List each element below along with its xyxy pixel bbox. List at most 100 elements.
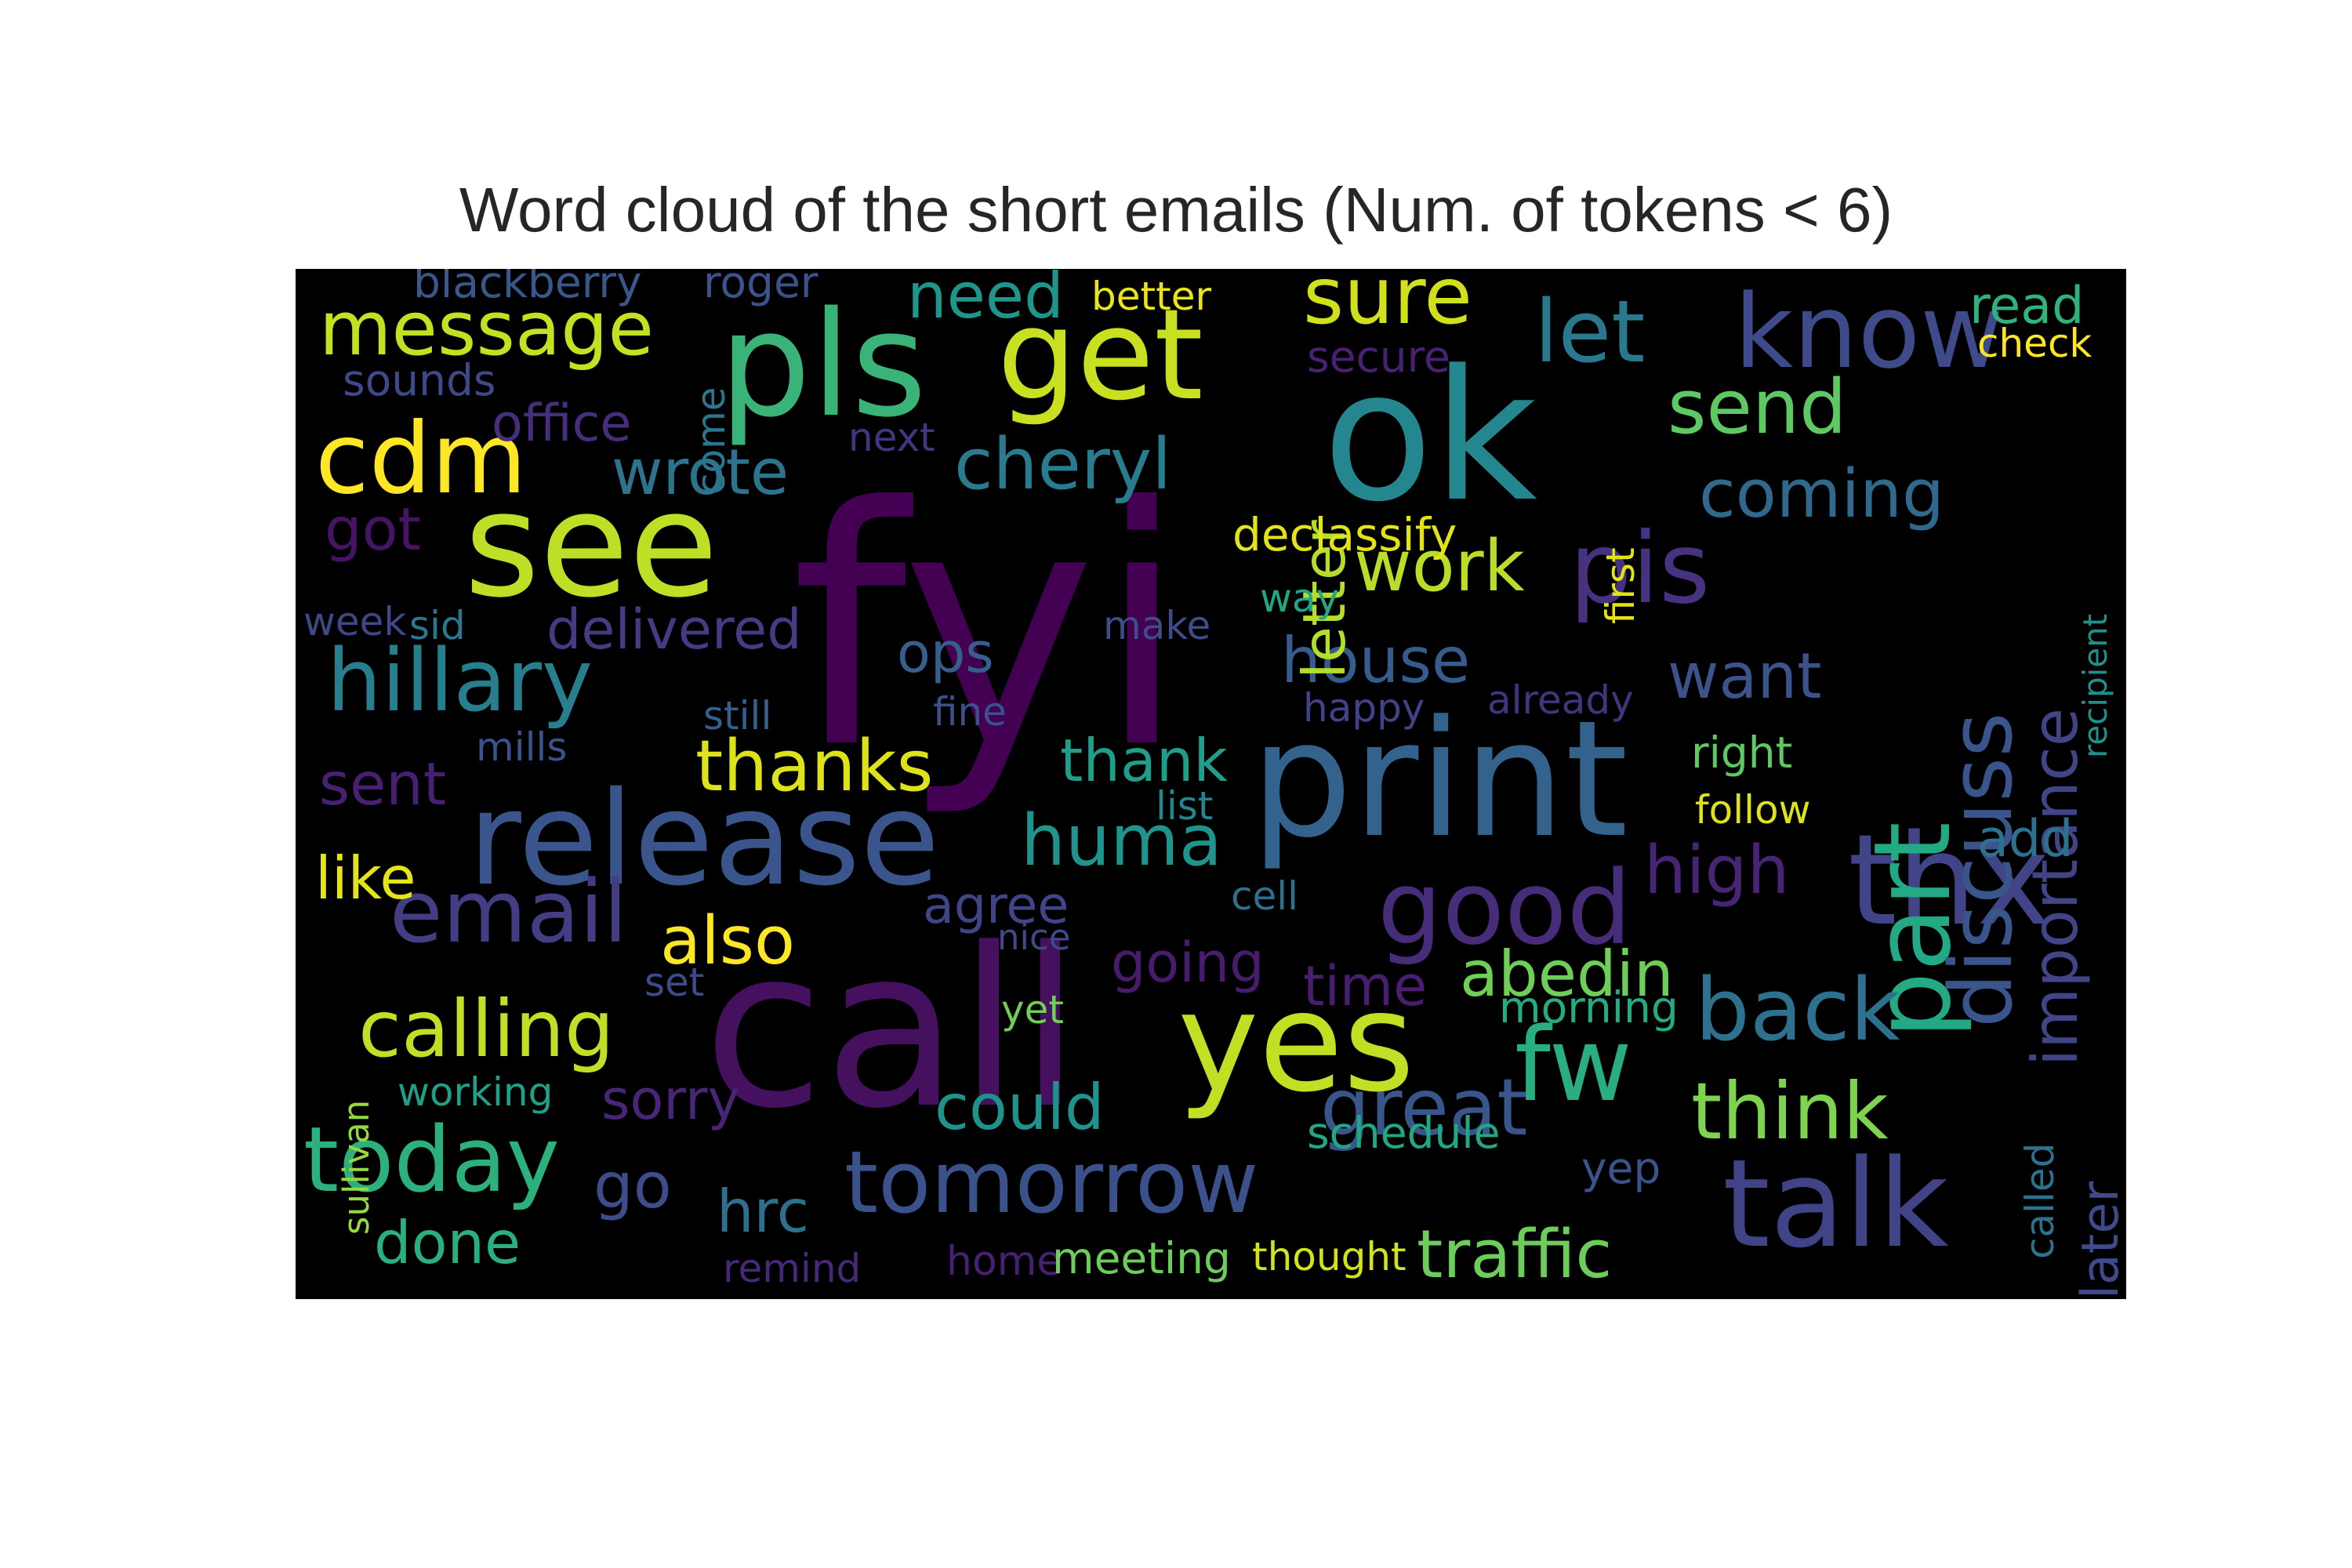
word-fine: fine — [933, 689, 1007, 735]
word-blackberry: blackberry — [413, 269, 642, 307]
word-think: think — [1691, 1065, 1889, 1157]
word-ops: ops — [897, 621, 994, 685]
word-work: work — [1354, 525, 1525, 608]
word-office: office — [492, 394, 632, 453]
word-calling: calling — [358, 983, 615, 1075]
word-importance: importance — [2019, 707, 2092, 1066]
word-also: also — [660, 902, 795, 980]
word-roger: roger — [703, 269, 818, 307]
word-yep: yep — [1581, 1143, 1661, 1193]
word-pls: pls — [719, 280, 927, 449]
word-remind: remind — [723, 1246, 862, 1291]
word-better: better — [1091, 274, 1212, 319]
word-working: working — [397, 1069, 554, 1115]
word-schedule: schedule — [1307, 1108, 1501, 1158]
word-delivered: delivered — [546, 597, 802, 662]
word-print: print — [1250, 687, 1628, 873]
word-coming: coming — [1699, 456, 1944, 533]
word-today: today — [303, 1108, 560, 1213]
word-secure: secure — [1307, 332, 1450, 382]
word-wrote: wrote — [612, 436, 789, 509]
word-know: know — [1734, 272, 2004, 391]
word-yet: yet — [1001, 987, 1064, 1033]
word-thanks: thanks — [695, 725, 934, 808]
word-set: set — [644, 960, 705, 1005]
word-cheryl: cheryl — [954, 423, 1172, 506]
word-add: add — [1977, 810, 2074, 869]
word-talk: talk — [1722, 1133, 1949, 1275]
word-agree: agree — [923, 877, 1069, 935]
word-see: see — [464, 460, 719, 630]
word-fyi: fyi — [791, 437, 1188, 821]
word-got: got — [325, 495, 421, 564]
word-fw: fw — [1515, 1005, 1632, 1124]
word-huma: huma — [1021, 800, 1222, 882]
word-send: send — [1668, 365, 1847, 451]
word-read: read — [1969, 277, 2085, 336]
word-come: come — [688, 387, 734, 495]
word-call: call — [703, 902, 1081, 1157]
word-meeting: meeting — [1052, 1233, 1231, 1283]
word-right: right — [1691, 728, 1793, 778]
word-mills: mills — [476, 724, 568, 770]
word-home: home — [946, 1238, 1062, 1285]
word-let: let — [1534, 281, 1646, 382]
chart-title: Word cloud of the short emails (Num. of … — [459, 175, 1893, 245]
word-pis: pis — [1570, 512, 1711, 626]
word-house: house — [1281, 624, 1471, 697]
word-tomorrow: tomorrow — [844, 1132, 1259, 1232]
word-could: could — [935, 1071, 1105, 1144]
word-email: email — [390, 862, 628, 962]
word-traffic: traffic — [1417, 1216, 1613, 1294]
word-cloud: fyi call ok print pls see get yes release thx talk… — [296, 269, 2126, 1299]
word-release: release — [468, 764, 940, 914]
word-get: get — [997, 281, 1203, 428]
word-time: time — [1303, 954, 1428, 1018]
word-like: like — [315, 844, 416, 913]
word-sure: sure — [1303, 269, 1472, 342]
word-thank: thank — [1060, 726, 1228, 795]
word-abedin: abedin — [1460, 938, 1674, 1011]
word-already: already — [1487, 677, 1634, 723]
word-sorry: sorry — [601, 1068, 741, 1132]
word-declassify: declassify — [1232, 508, 1457, 561]
word-good: good — [1377, 848, 1632, 967]
word-cdm: cdm — [315, 402, 527, 516]
word-sent: sent — [319, 750, 447, 818]
word-go: go — [593, 1149, 672, 1222]
word-way: way — [1260, 575, 1340, 621]
word-first: first — [1598, 547, 1643, 624]
word-make: make — [1103, 603, 1211, 648]
word-need: need — [907, 269, 1064, 332]
word-hillary: hillary — [327, 630, 593, 731]
word-discuss: discuss — [1931, 712, 2031, 1028]
word-want: want — [1668, 640, 1822, 713]
word-morning: morning — [1499, 982, 1679, 1033]
word-happy: happy — [1303, 685, 1425, 731]
word-week: week — [303, 599, 407, 644]
word-thought: thought — [1252, 1234, 1406, 1279]
word-follow: follow — [1695, 787, 1811, 833]
word-sullivan: sullivan — [336, 1099, 377, 1235]
word-recipient: recipient — [2076, 613, 2114, 758]
word-done: done — [374, 1208, 521, 1277]
word-yes: yes — [1178, 964, 1415, 1123]
word-still: still — [703, 693, 772, 739]
word-next: next — [848, 415, 935, 460]
word-high: high — [1644, 832, 1790, 909]
word-sid: sid — [409, 603, 466, 648]
word-list: list — [1156, 783, 1214, 829]
word-check: check — [1977, 321, 2092, 366]
word-great: great — [1320, 1062, 1528, 1153]
word-sounds: sounds — [343, 355, 496, 405]
word-nice: nice — [997, 916, 1071, 958]
word-called: called — [2017, 1142, 2063, 1259]
word-hrc: hrc — [717, 1177, 809, 1246]
word-message: message — [319, 286, 654, 372]
word-cell: cell — [1231, 873, 1299, 919]
word-ok: ok — [1323, 332, 1537, 542]
word-going: going — [1111, 931, 1265, 995]
word-later: later — [2071, 1181, 2126, 1299]
word-back: back — [1695, 960, 1900, 1060]
word-thx: thx — [1848, 807, 2051, 953]
